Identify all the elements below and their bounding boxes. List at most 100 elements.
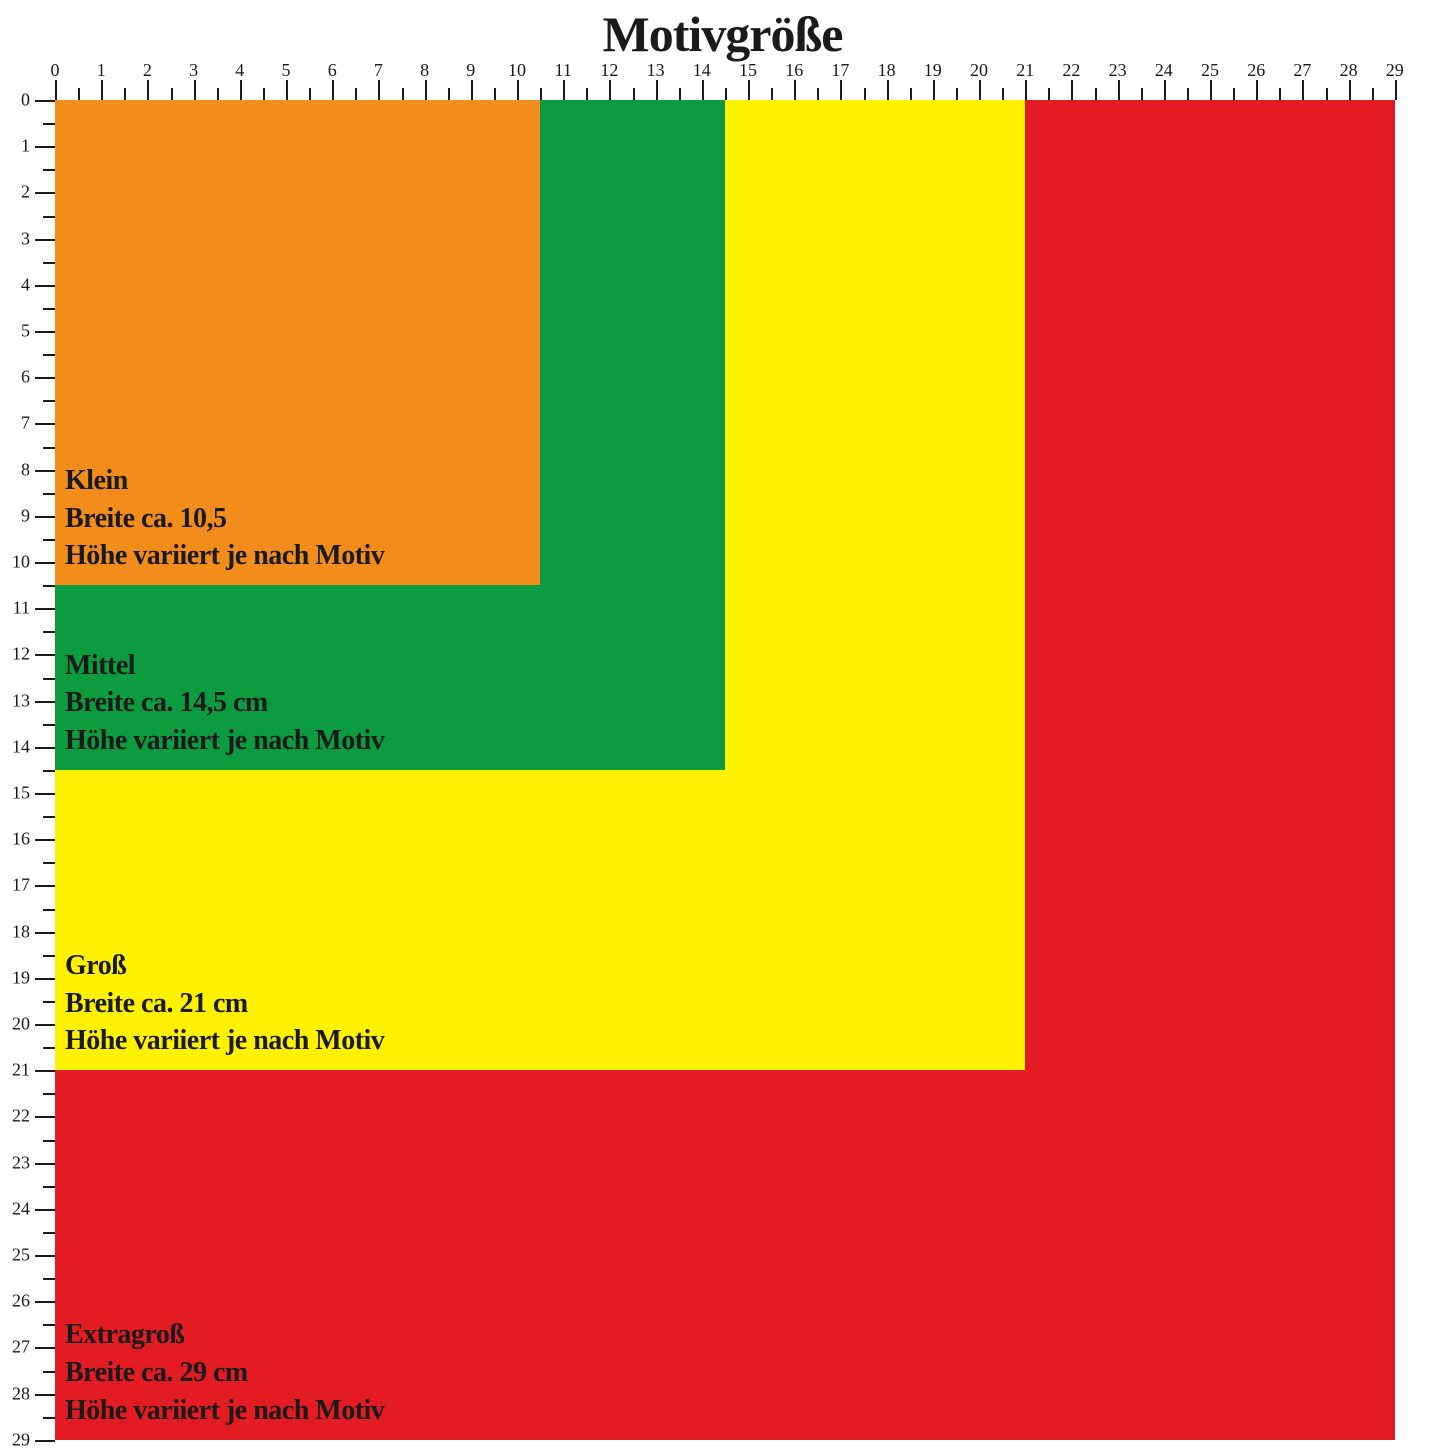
ruler-tick [1302,80,1304,100]
ruler-tick-minor [725,88,727,100]
ruler-tick [35,146,55,148]
ruler-tick [35,978,55,980]
ruler-label: 9 [0,505,30,526]
ruler-tick-minor [43,724,55,726]
ruler-tick-minor [263,88,265,100]
ruler-label: 21 [1016,60,1034,81]
ruler-tick [35,1347,55,1349]
ruler-label: 22 [0,1106,30,1127]
ruler-tick [1256,80,1258,100]
ruler-tick-minor [355,88,357,100]
ruler-tick-minor [43,308,55,310]
ruler-label: 3 [0,228,30,249]
ruler-label: 5 [282,60,291,81]
ruler-label: 13 [647,60,665,81]
ruler-tick [517,80,519,100]
ruler-tick [1395,80,1397,100]
ruler-tick [55,80,57,100]
ruler-label: 4 [0,274,30,295]
ruler-label: 6 [328,60,337,81]
ruler-tick-minor [1279,88,1281,100]
ruler-tick-minor [43,1140,55,1142]
ruler-label: 1 [97,60,106,81]
ruler-tick [286,80,288,100]
ruler-tick [1118,80,1120,100]
size-width: Breite ca. 21 cm [65,985,384,1023]
ruler-tick [35,516,55,518]
ruler-tick-minor [43,631,55,633]
ruler-label: 19 [0,967,30,988]
ruler-tick-minor [771,88,773,100]
ruler-label: 11 [0,598,30,619]
ruler-tick-minor [402,88,404,100]
ruler-tick [35,932,55,934]
ruler-tick-minor [1048,88,1050,100]
ruler-tick-minor [540,88,542,100]
ruler-tick-minor [864,88,866,100]
ruler-tick [979,80,981,100]
ruler-tick [35,701,55,703]
size-name: Groß [65,947,384,985]
ruler-label: 14 [0,736,30,757]
size-height-note: Höhe variiert je nach Motiv [65,537,384,575]
size-box-klein: KleinBreite ca. 10,5Höhe variiert je nac… [55,100,540,585]
ruler-tick-minor [494,88,496,100]
ruler-tick [101,80,103,100]
ruler-label: 8 [420,60,429,81]
ruler-tick-minor [43,1186,55,1188]
ruler-tick-minor [586,88,588,100]
ruler-tick-minor [43,169,55,171]
ruler-label: 29 [1386,60,1404,81]
ruler-tick [35,608,55,610]
ruler-tick-minor [43,216,55,218]
ruler-tick [35,793,55,795]
ruler-label: 10 [0,552,30,573]
ruler-tick [609,80,611,100]
ruler-tick [425,80,427,100]
ruler-tick [35,423,55,425]
ruler-tick-minor [43,400,55,402]
ruler-tick [35,100,55,102]
ruler-tick-minor [43,862,55,864]
ruler-label: 22 [1062,60,1080,81]
ruler-label: 11 [555,60,572,81]
ruler-label: 18 [0,921,30,942]
ruler-tick [35,1301,55,1303]
ruler-label: 9 [466,60,475,81]
ruler-tick-minor [1095,88,1097,100]
ruler-label: 24 [1155,60,1173,81]
ruler-tick-minor [43,1324,55,1326]
size-label: KleinBreite ca. 10,5Höhe variiert je nac… [65,462,384,575]
ruler-tick-minor [43,909,55,911]
size-name: Mittel [65,647,384,685]
ruler-tick-minor [309,88,311,100]
ruler-tick-minor [217,88,219,100]
ruler-tick [933,80,935,100]
ruler-tick [35,1440,55,1442]
ruler-tick [35,331,55,333]
ruler-tick [1025,80,1027,100]
ruler-tick [35,1163,55,1165]
ruler-tick-minor [43,493,55,495]
ruler-tick-minor [78,88,80,100]
ruler-tick [35,285,55,287]
ruler-tick [147,80,149,100]
ruler-tick-minor [43,1093,55,1095]
ruler-tick [887,80,889,100]
ruler-tick [35,1070,55,1072]
ruler-label: 25 [0,1245,30,1266]
ruler-label: 7 [0,413,30,434]
ruler-tick [35,839,55,841]
ruler-label: 23 [1109,60,1127,81]
ruler-label: 2 [143,60,152,81]
ruler-tick [748,80,750,100]
size-label: ExtragroßBreite ca. 29 cmHöhe variiert j… [65,1316,384,1429]
ruler-tick [35,470,55,472]
ruler-tick [378,80,380,100]
ruler-label: 25 [1201,60,1219,81]
ruler-tick [35,1255,55,1257]
ruler-tick [1164,80,1166,100]
ruler-label: 15 [0,783,30,804]
ruler-tick-minor [1141,88,1143,100]
ruler-label: 28 [1340,60,1358,81]
